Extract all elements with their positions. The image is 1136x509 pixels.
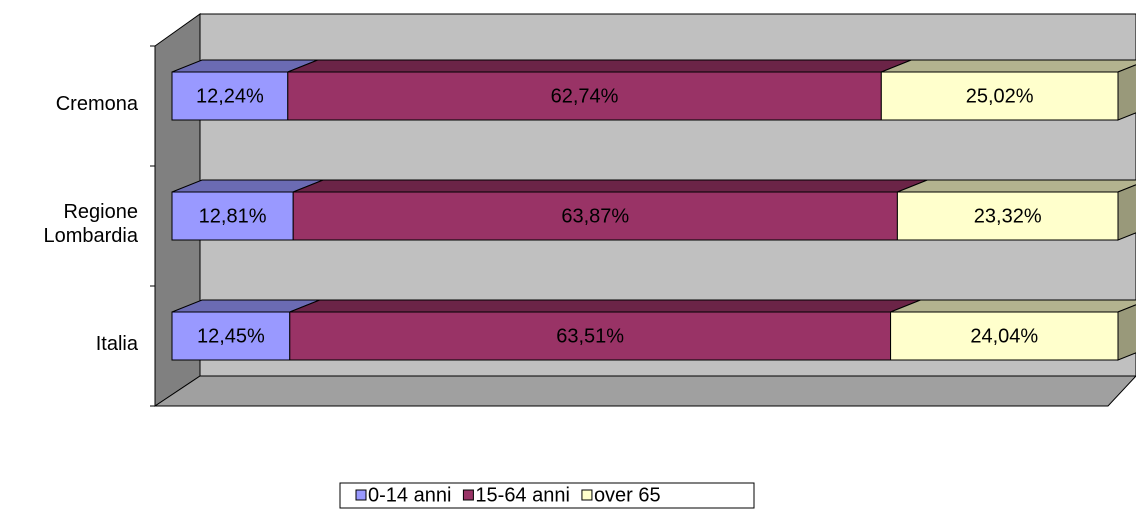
legend-swatch: [462, 489, 474, 501]
bar-top: [897, 179, 1136, 193]
bar: [171, 191, 294, 241]
bar: [287, 71, 882, 121]
category-label: Regione Lombardia: [43, 201, 138, 247]
data-label: 23,32%: [974, 205, 1042, 227]
data-label: 12,24%: [196, 85, 264, 107]
legend-label: over 65: [594, 484, 661, 506]
legend-label: 0-14 anni: [368, 484, 451, 506]
bar-top: [881, 59, 1136, 73]
bar-top: [292, 179, 928, 193]
data-label: 25,02%: [966, 85, 1034, 107]
bar: [171, 71, 289, 121]
category-label: Italia: [95, 333, 138, 355]
data-label: 24,04%: [970, 325, 1038, 347]
bar-top: [890, 299, 1136, 313]
bar: [896, 191, 1119, 241]
data-label: 63,51%: [556, 325, 624, 347]
legend-swatch: [355, 489, 367, 501]
legend-swatch: [581, 489, 593, 501]
bar: [880, 71, 1119, 121]
data-label: 12,45%: [197, 325, 265, 347]
bar: [292, 191, 898, 241]
category-label: Cremona: [55, 93, 138, 115]
bar: [289, 311, 892, 361]
data-label: 62,74%: [551, 85, 619, 107]
floor: [153, 375, 1136, 407]
data-label: 12,81%: [199, 205, 267, 227]
bar-top: [289, 299, 921, 313]
data-label: 63,87%: [561, 205, 629, 227]
legend-label: 15-64 anni: [475, 484, 570, 506]
bar-top: [287, 59, 912, 73]
bar: [171, 311, 291, 361]
legend-box: [339, 482, 755, 509]
bar: [890, 311, 1119, 361]
